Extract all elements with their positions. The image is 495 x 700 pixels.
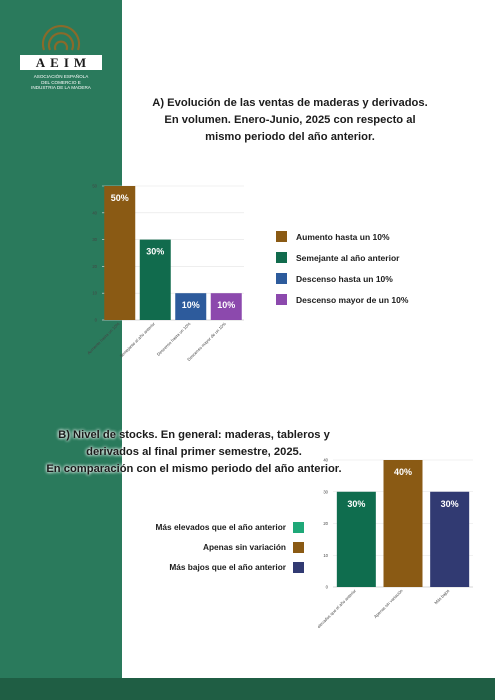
y-tick-label: 30 <box>323 489 328 494</box>
y-tick-label: 10 <box>323 553 328 558</box>
legend-item: Más elevados que el año anterior <box>108 517 304 537</box>
chart-a-legend: Aumento hasta un 10% Semejante al año an… <box>276 226 408 310</box>
data-label: 30% <box>146 247 164 257</box>
bar <box>104 186 136 320</box>
bottom-color-band <box>0 678 495 700</box>
legend-label: Descenso mayor de un 10% <box>296 294 409 305</box>
legend-label: Más bajos que el año anterior <box>169 562 286 572</box>
legend-swatch <box>276 231 287 242</box>
legend-item: Descenso hasta un 10% <box>276 268 408 289</box>
bar <box>430 491 470 587</box>
bar <box>383 460 423 587</box>
logo-subtitle-line: del Comercio e <box>41 79 81 85</box>
chart-a-title: A) Evolución de las ventas de maderas y … <box>140 95 440 146</box>
logo-subtitle: Asociación Española del Comercio e Indus… <box>14 74 108 91</box>
y-tick-label: 10 <box>92 291 97 296</box>
y-tick-label: 20 <box>92 264 97 269</box>
legend-swatch <box>293 521 304 533</box>
logo-rings-icon <box>41 24 81 51</box>
x-tick-label: Más elevados que el año anterior <box>318 588 357 636</box>
data-label: 10% <box>182 300 200 310</box>
x-tick-label: Descenso hasta un 10% <box>156 321 192 357</box>
y-tick-label: 50 <box>92 184 97 189</box>
data-label: 30% <box>347 499 365 509</box>
chart-a-title-line: A) Evolución de las ventas de maderas y … <box>152 97 428 109</box>
bar <box>336 491 376 587</box>
legend-item: Más bajos que el año anterior <box>108 557 304 577</box>
legend-swatch <box>293 561 304 573</box>
x-tick-label: Aumento hasta un 10% <box>86 321 121 356</box>
x-tick-label: Descenso mayor de un 10% <box>186 321 227 362</box>
chart-b-title-line: B) Nivel de stocks. En general: maderas,… <box>58 429 330 441</box>
bar <box>175 293 207 320</box>
chart-b-title-line: En comparación con el mismo periodo del … <box>46 463 342 475</box>
data-label: 40% <box>394 467 412 477</box>
x-tick-label: Semejante al año anterior <box>119 321 157 359</box>
chart-b-title-line: derivados al final primer semestre, 2025… <box>86 446 302 458</box>
legend-swatch <box>276 252 287 263</box>
y-tick-label: 0 <box>95 318 98 323</box>
legend-swatch <box>276 294 287 305</box>
logo-subtitle-line: Asociación Española <box>33 74 89 79</box>
data-label: 10% <box>217 300 235 310</box>
chart-b: 0 10 20 30 40 30% Más elevados que el año ante… <box>318 458 473 636</box>
left-color-band <box>0 0 122 700</box>
legend-label: Semejante al año anterior <box>296 252 400 263</box>
legend-item: Descenso mayor de un 10% <box>276 289 408 310</box>
logo-text: AEIM <box>20 55 102 70</box>
y-tick-label: 40 <box>92 210 97 215</box>
data-label: 30% <box>441 499 459 509</box>
data-label: 50% <box>111 193 129 203</box>
legend-item: Aumento hasta un 10% <box>276 226 408 247</box>
legend-swatch <box>276 273 287 284</box>
aeim-logo: AEIM Asociación Española del Comercio e … <box>20 10 102 96</box>
legend-item: Semejante al año anterior <box>276 247 408 268</box>
y-tick-label: 40 <box>323 458 328 463</box>
chart-a-title-line: En volumen. Enero-Junio, 2025 con respec… <box>164 114 416 126</box>
logo-subtitle-line: Industria de la Madera <box>31 85 91 91</box>
chart-a: 0 10 20 30 40 50 50% Aumento hasta un 10% 30% Sem… <box>86 184 244 362</box>
bar <box>139 239 171 320</box>
legend-label: Más elevados que el año anterior <box>155 522 287 532</box>
legend-label: Apenas sin variación <box>202 542 286 552</box>
bar <box>210 293 242 320</box>
legend-swatch <box>293 541 304 553</box>
legend-item: Apenas sin variación <box>108 537 304 557</box>
legend-label: Descenso hasta un 10% <box>296 273 393 284</box>
legend-label: Aumento hasta un 10% <box>296 231 390 242</box>
x-tick-label: Apenas sin variación <box>373 588 404 619</box>
chart-a-title-line: mismo periodo del año anterior. <box>205 131 375 143</box>
y-tick-label: 0 <box>326 585 329 590</box>
x-tick-label: Más bajos <box>433 588 450 605</box>
y-tick-label: 30 <box>92 237 97 242</box>
chart-b-title: B) Nivel de stocks. En general: maderas,… <box>38 427 350 478</box>
y-tick-label: 20 <box>323 521 328 526</box>
chart-b-legend: Más elevados que el año anterior Apenas … <box>108 517 304 577</box>
